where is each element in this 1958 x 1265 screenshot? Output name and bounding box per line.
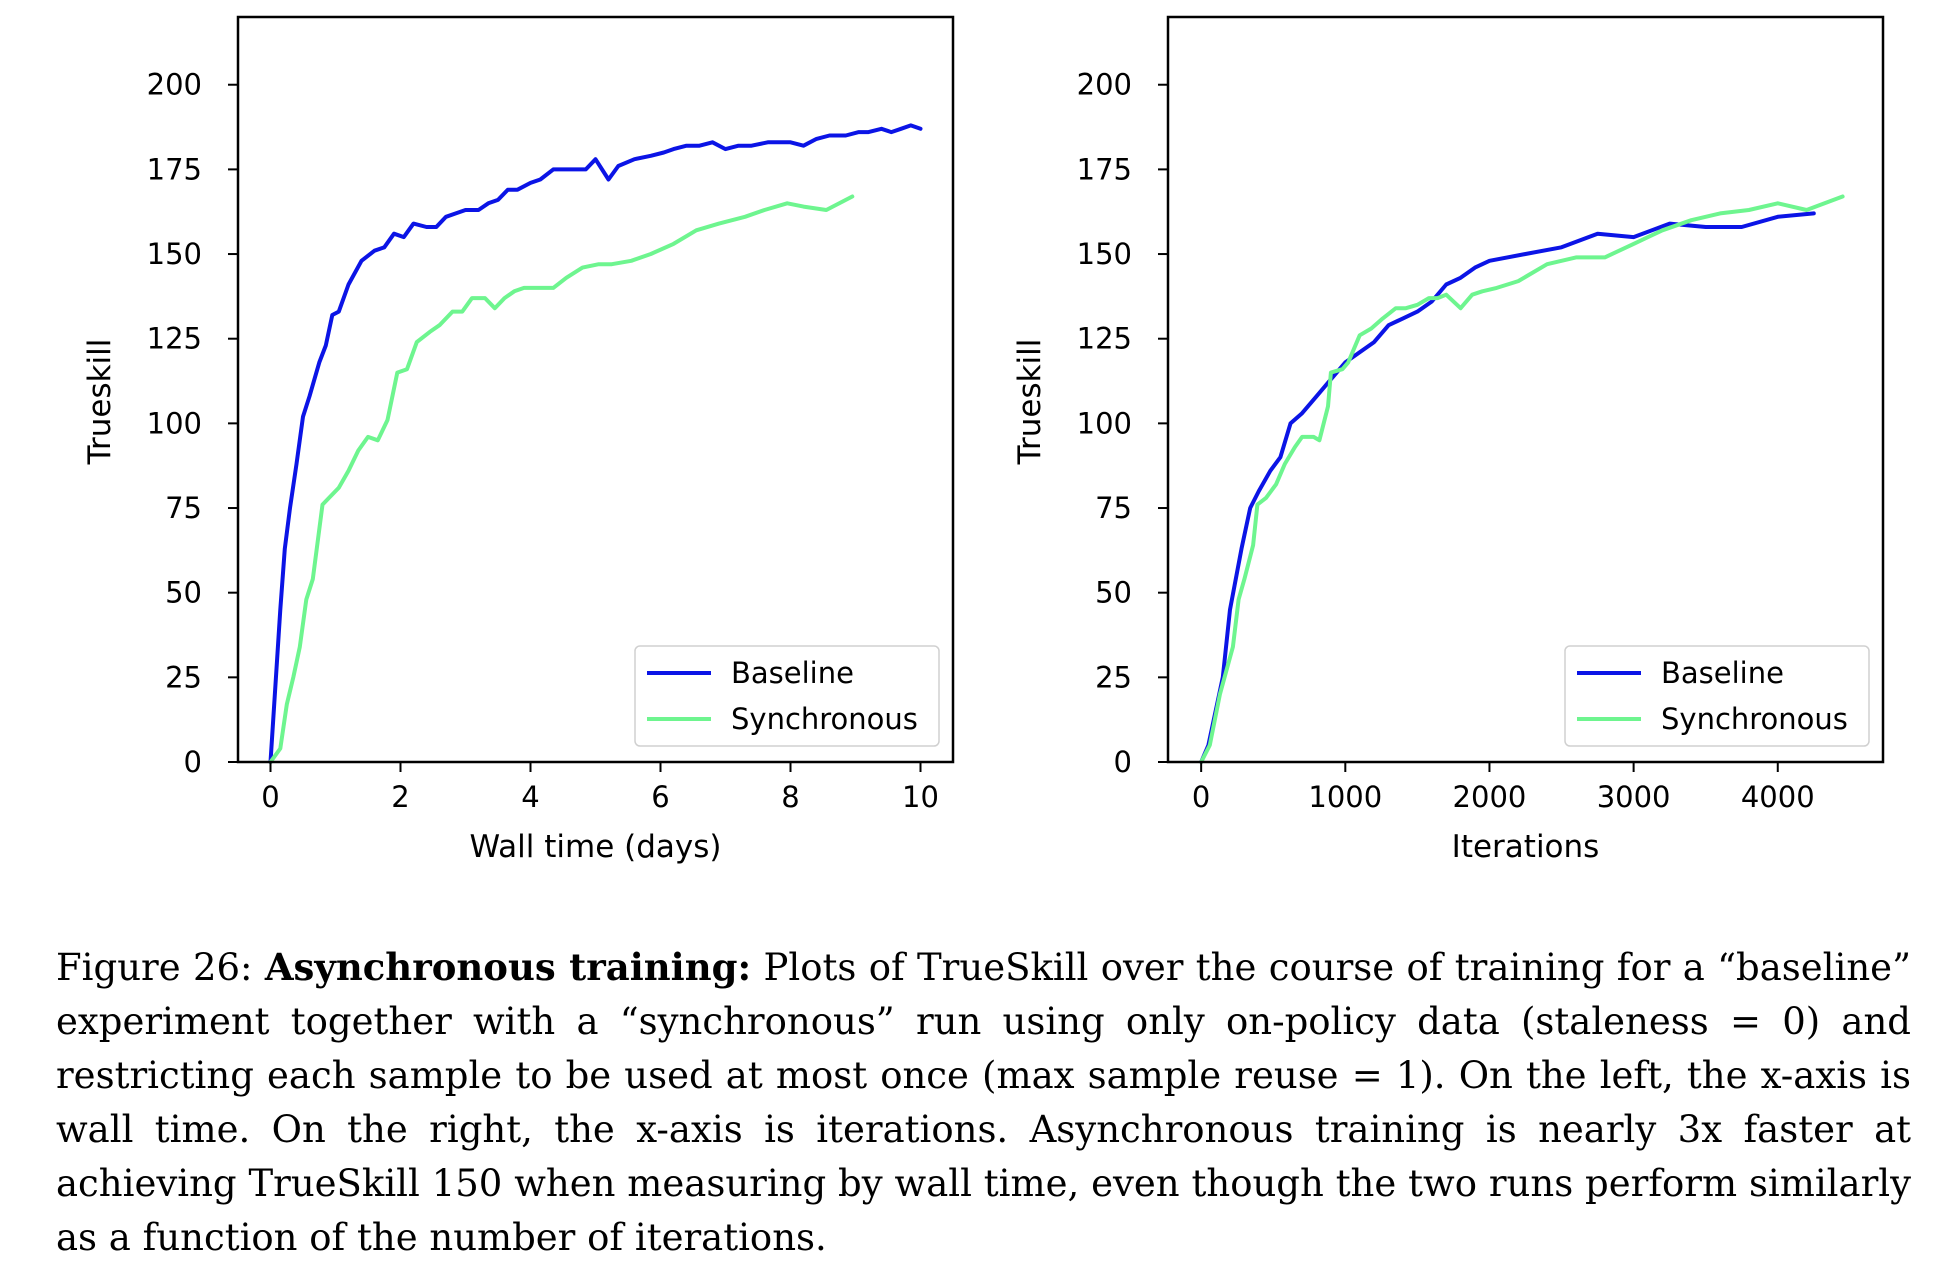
figure: 0 2 4 6 8 10 0 25 50 75 100 125 150 175 200 Wall time (… [82, 15, 1885, 865]
legend: Baseline Synchronous [1564, 645, 1870, 747]
legend-label-synchronous: Synchronous [1661, 702, 1848, 736]
y-tick-label: 150 [147, 237, 202, 271]
y-tick-label: 50 [165, 576, 202, 610]
legend-label-synchronous: Synchronous [731, 702, 918, 736]
y-axis-label: Trueskill [1012, 339, 1048, 466]
series-line-synchronous [1199, 194, 1845, 764]
y-tick-label: 200 [1077, 68, 1132, 102]
y-tick-label: 0 [1114, 745, 1132, 779]
x-tick-label: 3000 [1597, 780, 1671, 814]
y-tick-label: 50 [1095, 576, 1132, 610]
x-tick-label: 2000 [1453, 780, 1527, 814]
plot-frame [236, 15, 955, 764]
caption-text: Plots of TrueSkill over the course of tr… [56, 946, 1911, 1259]
x-tick-label: 8 [781, 780, 799, 814]
x-tick-label: 1000 [1308, 780, 1382, 814]
caption-title: Asynchronous training: [264, 945, 752, 989]
series-line-synchronous [268, 194, 855, 764]
x-tick-label: 2 [391, 780, 409, 814]
x-axis-label: Wall time (days) [470, 829, 722, 865]
x-tick-label: 6 [651, 780, 669, 814]
y-tick-label: 150 [1077, 237, 1132, 271]
y-tick-label: 200 [147, 68, 202, 102]
y-tick-label: 100 [1077, 406, 1132, 440]
series-line-baseline [268, 123, 923, 764]
y-tick-label: 75 [1095, 491, 1132, 525]
x-tick-label: 4000 [1741, 780, 1815, 814]
x-tick-label: 0 [1192, 780, 1210, 814]
y-tick-label: 0 [184, 745, 202, 779]
chart-panel-2: 0 1000 2000 3000 4000 0 25 50 75 100 125 150 175 200 I… [1012, 15, 1885, 865]
y-tick-label: 175 [1077, 152, 1132, 186]
y-tick-label: 125 [1077, 322, 1132, 356]
legend-label-baseline: Baseline [1661, 656, 1784, 690]
y-axis-label: Trueskill [82, 339, 118, 466]
legend: Baseline Synchronous [634, 645, 940, 747]
y-tick-label: 125 [147, 322, 202, 356]
caption-label: Figure 26: [56, 946, 253, 989]
x-tick-label: 0 [261, 780, 279, 814]
legend-label-baseline: Baseline [731, 656, 854, 690]
y-tick-label: 100 [147, 406, 202, 440]
x-tick-label: 10 [902, 780, 939, 814]
figure-caption: Figure 26: Asynchronous training: Plots … [56, 940, 1911, 1265]
y-tick-label: 175 [147, 152, 202, 186]
plot-frame [1166, 15, 1885, 764]
x-axis-label: Iterations [1452, 829, 1600, 865]
x-tick-label: 4 [521, 780, 539, 814]
series-line-baseline [1199, 211, 1816, 764]
y-tick-label: 25 [1095, 660, 1132, 694]
y-tick-label: 25 [165, 660, 202, 694]
y-tick-label: 75 [165, 491, 202, 525]
